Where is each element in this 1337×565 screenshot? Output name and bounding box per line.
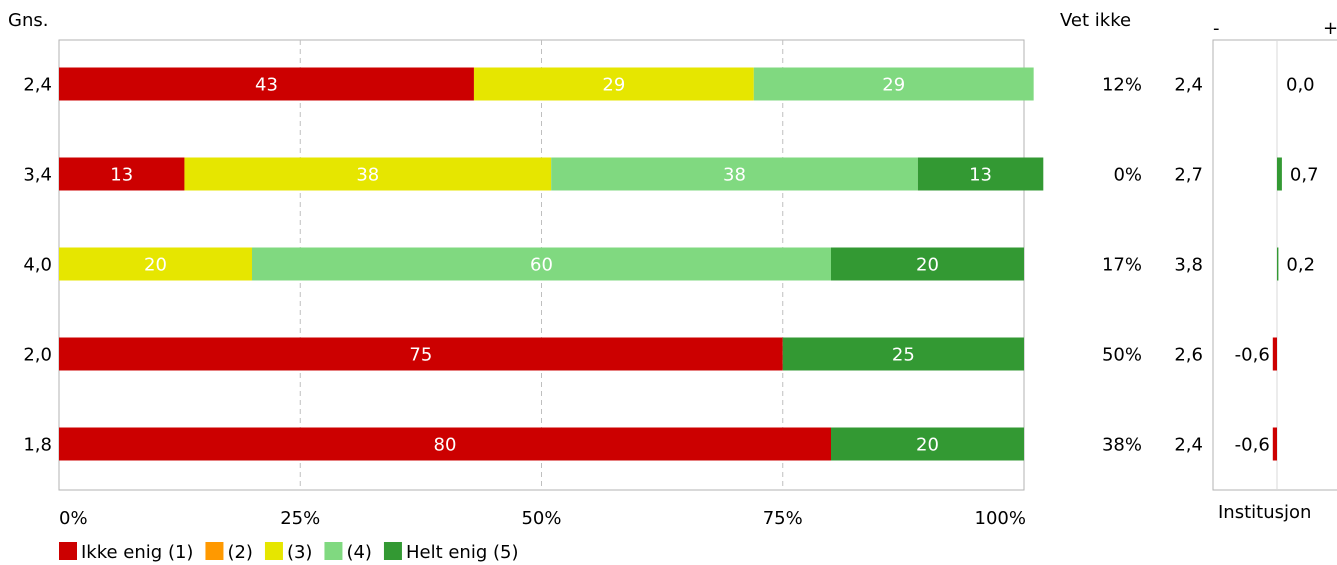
diff-bar bbox=[1277, 247, 1279, 281]
bar-segment bbox=[184, 157, 552, 191]
average-labels: 2,4 3,4 4,0 2,0 1,8 bbox=[23, 75, 52, 456]
legend-label: (3) bbox=[287, 542, 313, 563]
bar-value-label: 38 bbox=[723, 165, 746, 186]
row-average: 3,4 bbox=[23, 165, 52, 186]
row-average: 2,4 bbox=[23, 75, 52, 96]
bar-segment bbox=[782, 337, 1024, 371]
row-average: 1,8 bbox=[23, 435, 52, 456]
vet-ikke-value: 17% bbox=[1102, 255, 1142, 276]
bar-value-label: 29 bbox=[602, 75, 625, 96]
vet-ikke-value: 0% bbox=[1113, 165, 1142, 186]
bar-segment bbox=[59, 427, 831, 461]
bar-value-label: 38 bbox=[356, 165, 379, 186]
bar-segment bbox=[252, 247, 831, 281]
legend-label: Helt enig (5) bbox=[406, 542, 519, 563]
diff-bar bbox=[1272, 427, 1277, 461]
legend-swatch bbox=[383, 542, 402, 560]
vet-ikke-value: 12% bbox=[1102, 75, 1142, 96]
bar-segment bbox=[551, 157, 918, 191]
x-tick-label: 0% bbox=[59, 508, 88, 529]
bar-value-label: 20 bbox=[916, 435, 939, 456]
diff-frame bbox=[1212, 39, 1337, 491]
institution-average: 2,4 bbox=[1174, 75, 1203, 96]
bar-value-label: 13 bbox=[110, 165, 133, 186]
bar-value-label: 13 bbox=[969, 165, 992, 186]
diff-value-label: 0,7 bbox=[1290, 165, 1319, 186]
legend-swatch bbox=[59, 542, 77, 560]
bar-segment bbox=[831, 427, 1024, 461]
legend: Ikke enig (1) (2) (3) (4) Helt enig (5) bbox=[59, 542, 518, 563]
x-tick-label: 50% bbox=[521, 508, 561, 529]
vet-ikke-value: 50% bbox=[1102, 345, 1142, 366]
bar-value-label: 43 bbox=[255, 75, 278, 96]
vet-ikke-header: Vet ikke bbox=[1060, 10, 1131, 31]
legend-label: (4) bbox=[346, 542, 372, 563]
bar-segment bbox=[917, 157, 1044, 191]
row-average: 2,0 bbox=[23, 345, 52, 366]
legend-label: (2) bbox=[227, 542, 253, 563]
legend-swatch bbox=[324, 542, 343, 560]
bar-value-label: 29 bbox=[882, 75, 905, 96]
x-tick-label: 75% bbox=[763, 508, 803, 529]
bar-segment bbox=[831, 247, 1024, 281]
legend-label: Ikke enig (1) bbox=[81, 542, 193, 563]
bar-value-label: 20 bbox=[916, 255, 939, 276]
bar-value-label: 25 bbox=[892, 345, 915, 366]
diff-minus-label: - bbox=[1213, 18, 1220, 39]
diff-value-label: -0,6 bbox=[1235, 435, 1270, 456]
diff-value-label: 0,0 bbox=[1286, 75, 1315, 96]
vet-ikke-value: 38% bbox=[1102, 435, 1142, 456]
bar-segment bbox=[473, 67, 754, 101]
diff-value-label: -0,6 bbox=[1235, 345, 1270, 366]
avg-header: Gns. bbox=[8, 10, 48, 31]
legend-swatch bbox=[264, 542, 283, 560]
diff-bars: 0,0 0,7 0,2 -0,6 -0,6 bbox=[1235, 75, 1319, 461]
diff-bar bbox=[1272, 337, 1277, 371]
diff-plus-label: + bbox=[1323, 18, 1337, 39]
row-average: 4,0 bbox=[23, 255, 52, 276]
side-table: 12% 0% 17% 50% 38% 2,4 2,7 3,8 2,6 2,4 bbox=[1102, 75, 1203, 456]
diff-value-label: 0,2 bbox=[1286, 255, 1315, 276]
bar-segment bbox=[59, 67, 474, 101]
diff-bar bbox=[1277, 157, 1282, 191]
x-axis-ticks: 0% 25% 50% 75% 100% bbox=[59, 508, 1026, 529]
x-tick-label: 25% bbox=[280, 508, 320, 529]
institution-average: 2,6 bbox=[1174, 345, 1203, 366]
bar-segment bbox=[59, 247, 252, 281]
x-tick-label: 100% bbox=[975, 508, 1026, 529]
bar-value-label: 60 bbox=[530, 255, 553, 276]
institution-average: 2,7 bbox=[1174, 165, 1203, 186]
bar-rows: 43 29 29 13 38 38 13 20 60 20 75 25 80 20 bbox=[59, 67, 1044, 461]
bar-value-label: 75 bbox=[409, 345, 432, 366]
bar-segment bbox=[59, 157, 185, 191]
bar-segment bbox=[753, 67, 1034, 101]
diff-title: Institusjon bbox=[1218, 502, 1311, 523]
institution-average: 2,4 bbox=[1174, 435, 1203, 456]
bar-value-label: 20 bbox=[144, 255, 167, 276]
bar-segment bbox=[59, 337, 783, 371]
institution-average: 3,8 bbox=[1174, 255, 1203, 276]
legend-swatch bbox=[205, 542, 224, 560]
bar-value-label: 80 bbox=[434, 435, 457, 456]
